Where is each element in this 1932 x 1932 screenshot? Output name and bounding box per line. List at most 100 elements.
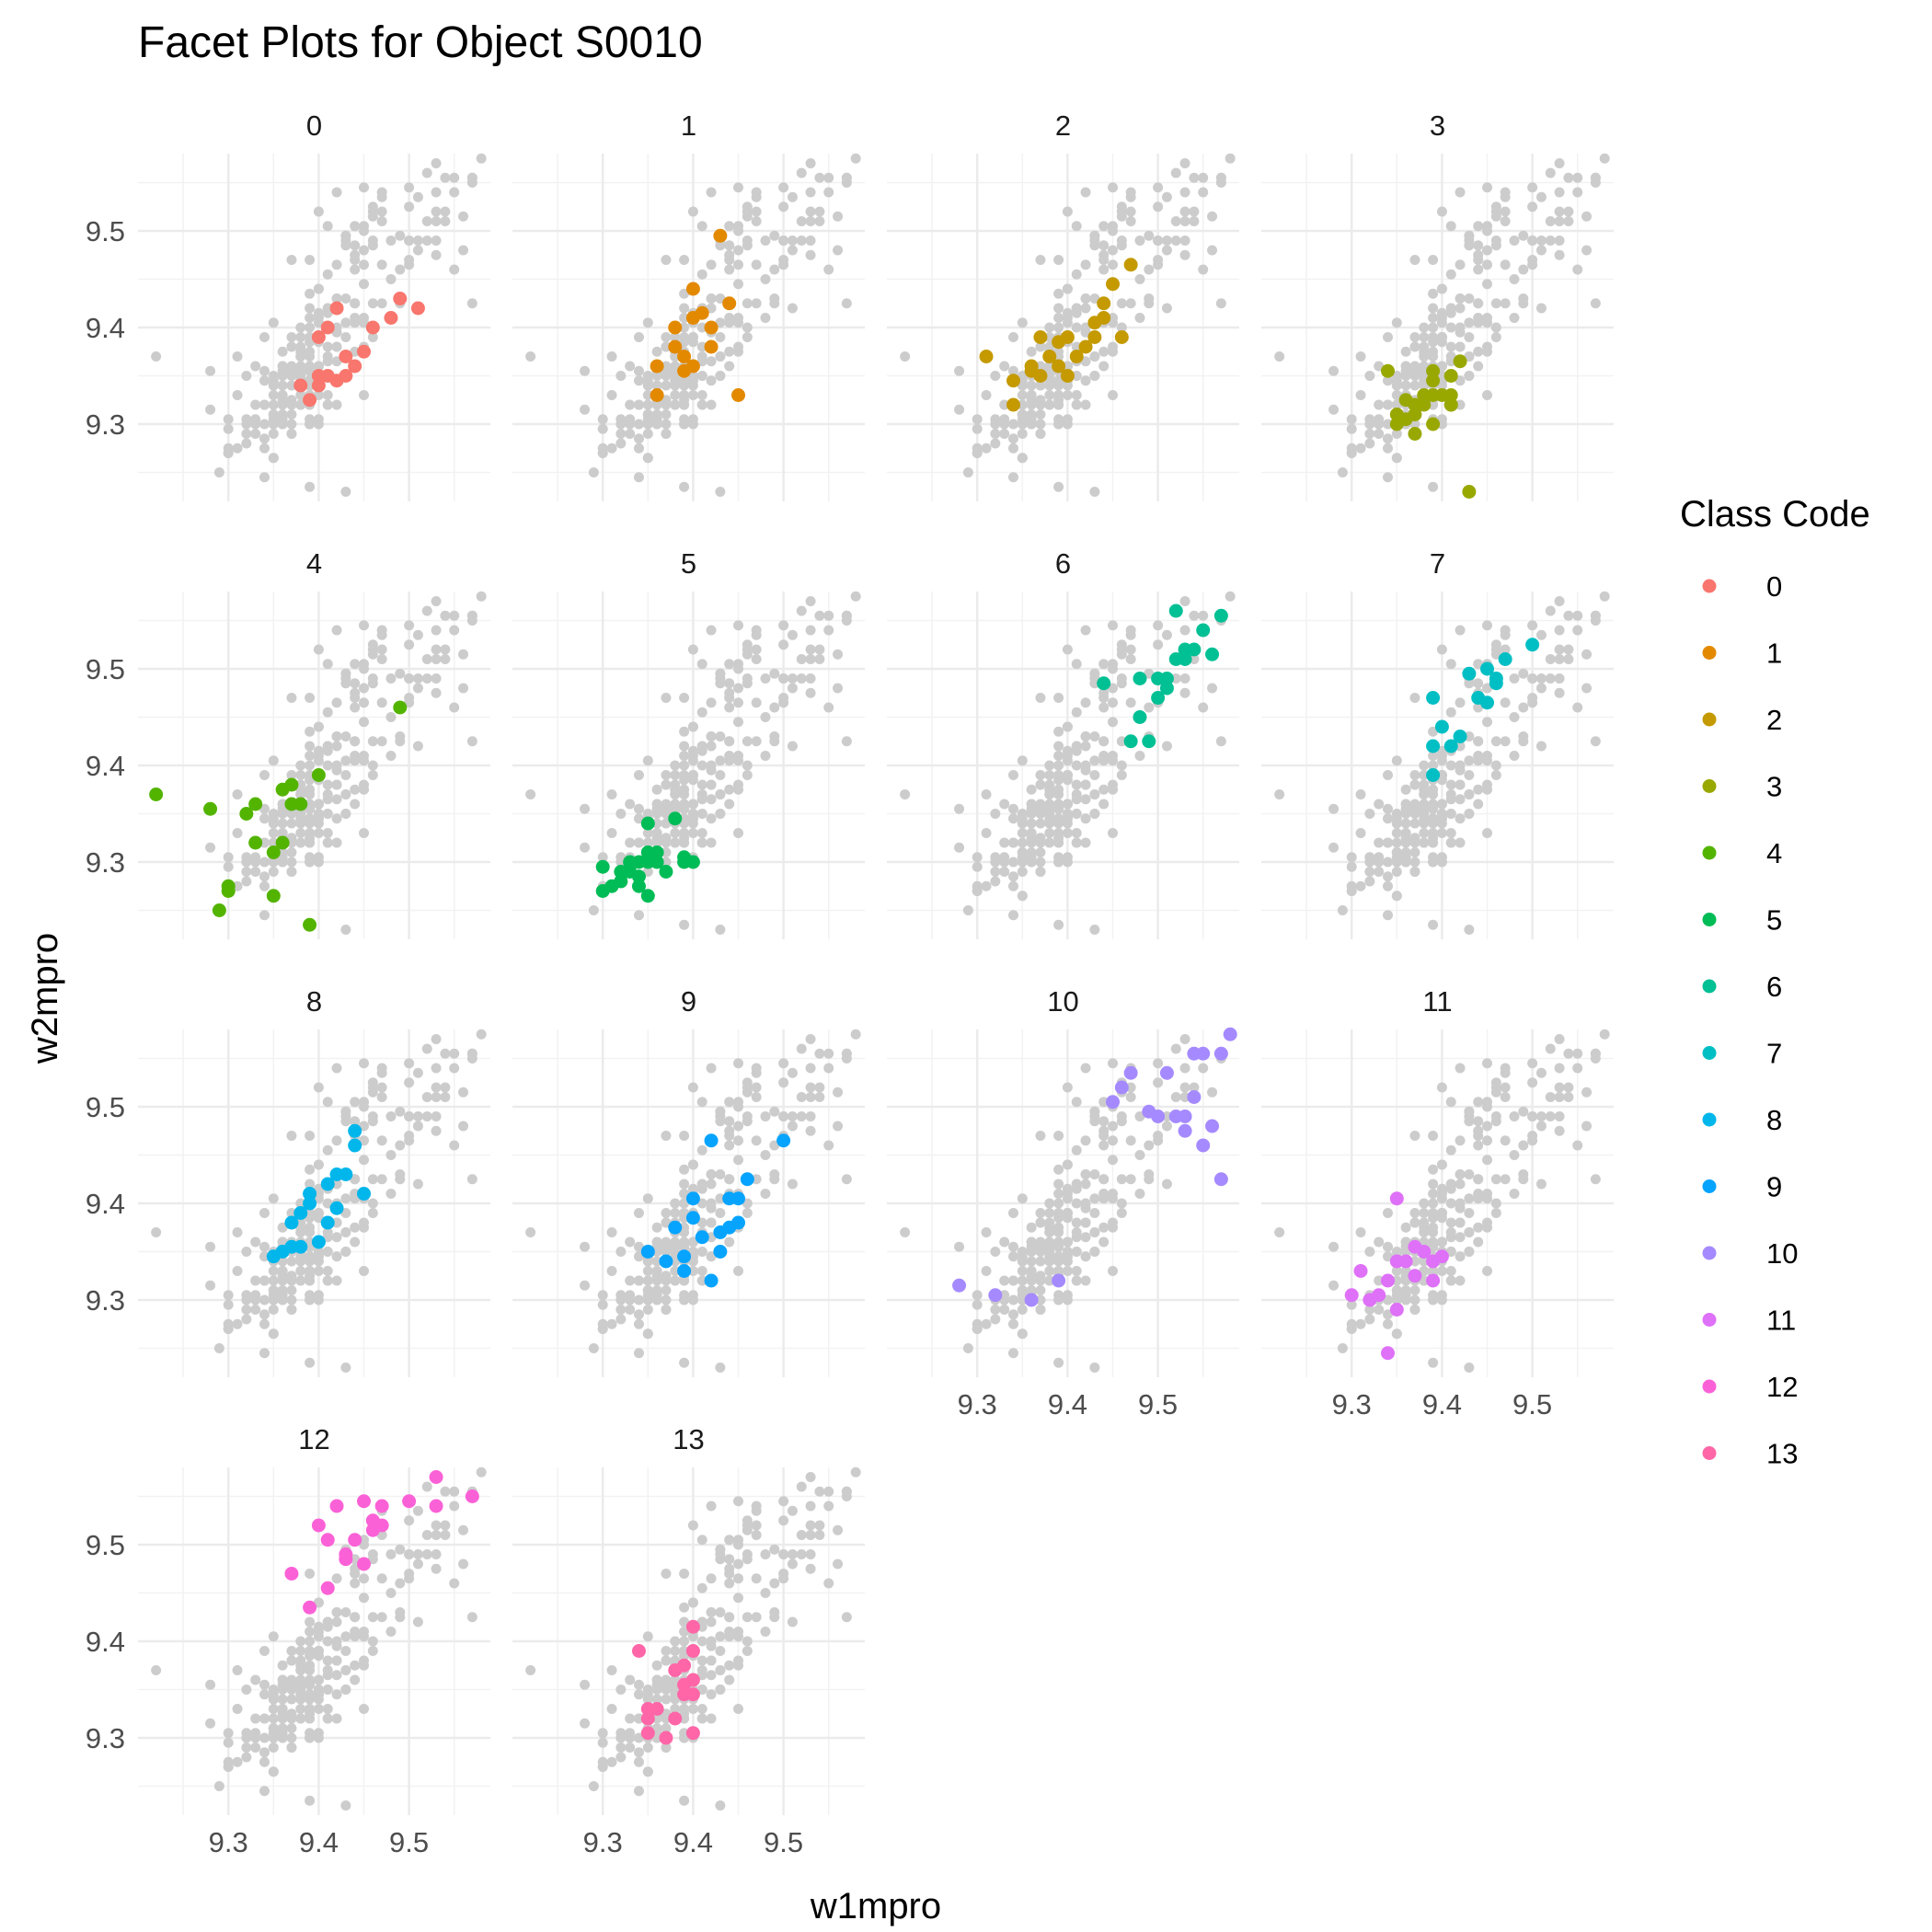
background-point xyxy=(805,1501,816,1512)
background-point xyxy=(305,857,316,868)
x-tick-label: 9.3 xyxy=(1332,1388,1372,1420)
background-point xyxy=(1428,828,1439,838)
background-point xyxy=(1355,1227,1366,1237)
background-point xyxy=(1053,751,1064,761)
background-point xyxy=(642,837,653,848)
background-point xyxy=(1382,443,1393,454)
x-tick-label: 9.4 xyxy=(673,1826,713,1858)
data-point xyxy=(1480,661,1495,676)
background-point xyxy=(751,625,762,636)
background-point xyxy=(580,1280,591,1291)
background-point xyxy=(687,745,698,756)
background-point xyxy=(900,351,911,362)
background-point xyxy=(805,1125,816,1136)
background-point xyxy=(633,419,644,430)
background-point xyxy=(751,1573,762,1584)
background-point xyxy=(642,755,653,766)
background-point xyxy=(1108,1058,1119,1069)
background-point xyxy=(277,1266,288,1276)
background-point xyxy=(1026,399,1037,410)
background-point xyxy=(1509,313,1520,323)
background-point xyxy=(642,429,653,439)
data-point xyxy=(1006,397,1020,412)
background-point xyxy=(679,1179,690,1190)
background-point xyxy=(769,1544,780,1555)
background-point xyxy=(440,1048,451,1059)
background-point xyxy=(449,187,460,198)
background-point xyxy=(466,1174,477,1185)
background-point xyxy=(259,1679,270,1690)
background-point xyxy=(796,1530,807,1540)
facet-strip-label: 10 xyxy=(1047,985,1078,1018)
background-point xyxy=(277,1685,288,1695)
background-point xyxy=(223,1737,234,1748)
background-point xyxy=(1428,1357,1439,1368)
background-point xyxy=(679,1164,690,1175)
background-point xyxy=(376,298,387,309)
facet-strip-label: 4 xyxy=(306,547,322,580)
background-point xyxy=(440,216,451,226)
background-point xyxy=(778,236,789,246)
background-point xyxy=(1382,871,1393,882)
background-point xyxy=(1382,910,1393,921)
data-point xyxy=(293,378,308,393)
background-point xyxy=(286,1285,297,1295)
background-point xyxy=(733,317,744,328)
background-point xyxy=(1554,1125,1565,1136)
data-point xyxy=(284,1567,299,1581)
data-point xyxy=(248,797,263,811)
background-point xyxy=(476,591,487,602)
background-point xyxy=(1170,167,1181,178)
background-point xyxy=(1026,784,1037,795)
background-point xyxy=(1419,770,1430,780)
background-point xyxy=(751,697,762,708)
background-point xyxy=(1527,1058,1538,1069)
background-point xyxy=(1473,1140,1484,1151)
background-point xyxy=(250,429,261,439)
background-point xyxy=(277,857,288,868)
background-point xyxy=(1572,625,1583,636)
background-point xyxy=(724,678,735,689)
background-point xyxy=(1464,1193,1475,1204)
background-point xyxy=(670,828,681,838)
background-point xyxy=(1044,371,1055,381)
background-point xyxy=(850,1466,861,1478)
background-point xyxy=(1490,760,1501,771)
data-point xyxy=(1178,1123,1192,1138)
data-point xyxy=(1353,1264,1368,1278)
data-point xyxy=(303,1196,317,1211)
background-point xyxy=(404,1549,415,1559)
background-point xyxy=(1017,809,1028,819)
background-point xyxy=(359,1704,370,1714)
background-point xyxy=(696,828,707,838)
background-point xyxy=(1554,206,1565,217)
background-point xyxy=(1053,828,1064,838)
background-point xyxy=(205,365,216,376)
background-point xyxy=(597,852,608,863)
background-point xyxy=(395,1140,406,1151)
background-point xyxy=(305,1732,316,1743)
background-point xyxy=(1179,206,1190,217)
data-point xyxy=(393,700,408,715)
background-point xyxy=(687,1082,698,1093)
background-point xyxy=(814,610,825,621)
background-point xyxy=(1044,390,1055,400)
data-point xyxy=(659,1731,673,1745)
background-point xyxy=(823,1486,834,1497)
background-point xyxy=(1062,1183,1073,1194)
background-point xyxy=(679,919,690,930)
background-point xyxy=(1355,390,1366,400)
background-point xyxy=(1116,1174,1127,1185)
background-point xyxy=(1509,1150,1520,1160)
background-point xyxy=(787,303,798,314)
background-point xyxy=(1044,770,1055,780)
background-point xyxy=(724,1554,735,1565)
background-point xyxy=(395,668,406,679)
background-point xyxy=(1125,298,1136,309)
background-point xyxy=(1527,259,1538,270)
background-point xyxy=(1007,332,1018,342)
background-point xyxy=(724,240,735,251)
background-point xyxy=(1409,770,1420,780)
background-point xyxy=(277,1704,288,1714)
data-point xyxy=(631,869,646,884)
